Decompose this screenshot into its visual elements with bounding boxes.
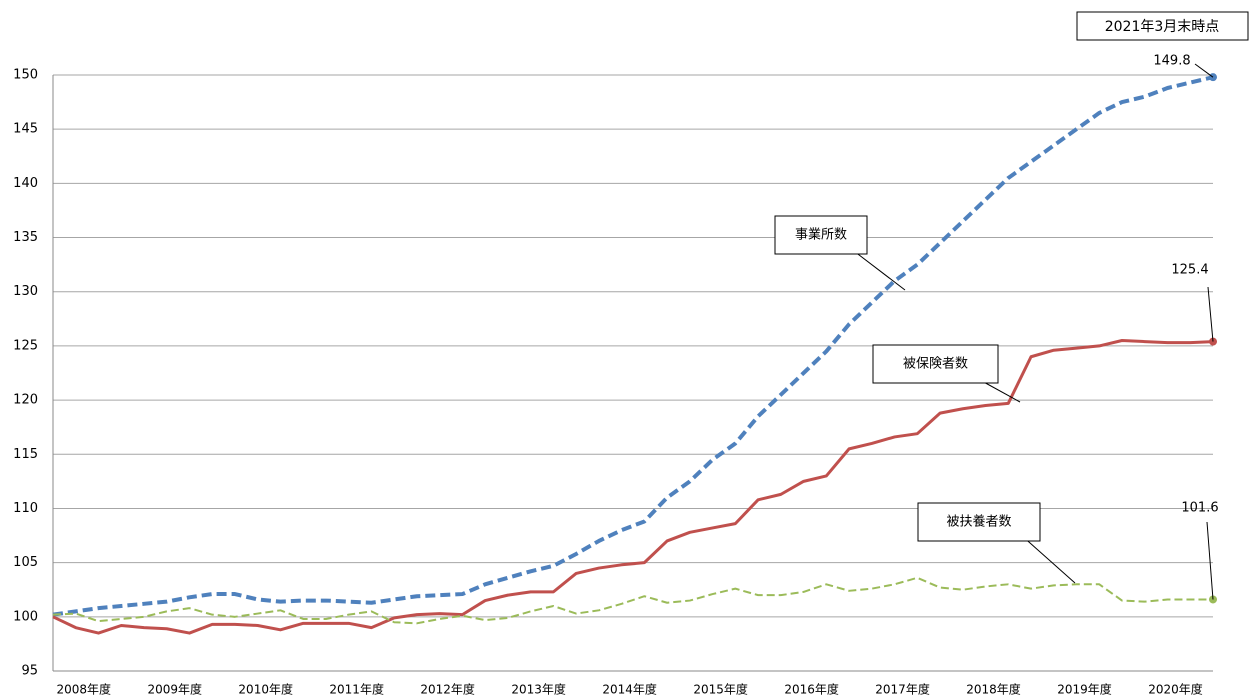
x-tick-label: 2010年度	[238, 682, 293, 697]
legend-label: 被保険者数	[903, 357, 968, 372]
y-tick-label: 110	[13, 501, 38, 516]
legend-label: 被扶養者数	[946, 514, 1011, 530]
y-tick-label: 125	[13, 338, 38, 353]
x-tick-label: 2016年度	[784, 682, 839, 697]
x-tick-label: 2014年度	[602, 682, 657, 697]
x-tick-label: 2015年度	[693, 682, 748, 697]
x-tick-label: 2012年度	[420, 682, 475, 697]
x-tick-label: 2017年度	[875, 682, 930, 697]
annotation: 2021年3月末時点	[1105, 19, 1220, 35]
x-tick-label: 2020年度	[1148, 682, 1203, 697]
legend-label: 事業所数	[795, 227, 847, 243]
value-leader	[1207, 286, 1214, 342]
y-tick-label: 115	[13, 447, 38, 462]
value-label: 125.4	[1171, 263, 1208, 278]
series-line	[52, 75, 1214, 617]
y-tick-label: 105	[13, 555, 38, 570]
x-tick-label: 2011年度	[329, 682, 384, 697]
callout-leader	[985, 382, 1021, 403]
value-label: 101.6	[1181, 501, 1218, 516]
callout-leader	[1027, 540, 1076, 584]
y-tick-label: 135	[13, 230, 38, 245]
series-line	[52, 338, 1214, 635]
y-tick-label: 100	[13, 609, 38, 624]
x-tick-label: 2019年度	[1057, 682, 1112, 697]
y-tick-label: 150	[13, 68, 38, 83]
annotation-box	[1076, 11, 1249, 41]
x-tick-label: 2009年度	[147, 682, 202, 697]
x-tick-label: 2013年度	[511, 682, 566, 697]
callout-box	[774, 215, 868, 255]
y-tick-label: 95	[21, 664, 38, 679]
value-leader	[1206, 521, 1214, 600]
y-tick-label: 140	[13, 176, 38, 191]
y-tick-label: 120	[13, 393, 38, 408]
callout-box	[917, 502, 1041, 542]
y-tick-label: 145	[13, 122, 38, 137]
callout-box	[872, 344, 999, 384]
y-tick-label: 130	[13, 284, 38, 299]
callout-leader	[857, 253, 906, 291]
value-leader	[1194, 63, 1214, 78]
x-tick-label: 2018年度	[966, 682, 1021, 697]
x-tick-label: 2008年度	[56, 682, 111, 697]
value-label: 149.8	[1153, 54, 1190, 69]
series-line	[52, 576, 1213, 625]
